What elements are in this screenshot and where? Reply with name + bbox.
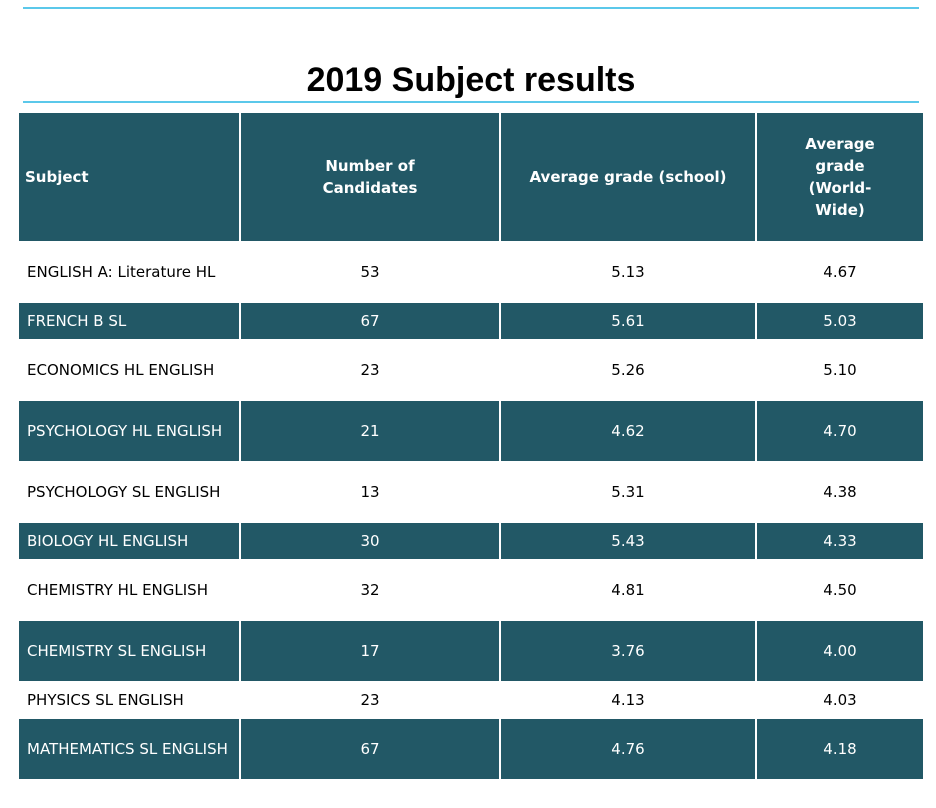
cell-avg-world: 4.50 (823, 581, 857, 599)
cell-avg-world: 4.67 (823, 263, 857, 281)
table-row: ENGLISH A: Literature HL 53 5.13 4.67 (19, 242, 923, 302)
cell-candidates: 21 (241, 401, 499, 461)
cell-avg-school: 5.61 (501, 303, 755, 339)
cell-avg-world: 4.18 (757, 719, 923, 779)
cell-subject: BIOLOGY HL ENGLISH (19, 523, 239, 559)
cell-subject: ENGLISH A: Literature HL (27, 263, 216, 281)
cell-candidates: 67 (241, 303, 499, 339)
cell-subject: PHYSICS SL ENGLISH (27, 691, 184, 709)
subject-results-table: Subject Number of Candidates Average gra… (17, 112, 925, 780)
table-row: CHEMISTRY HL ENGLISH 32 4.81 4.50 (19, 560, 923, 620)
cell-candidates: 67 (241, 719, 499, 779)
cell-candidates: 32 (360, 581, 380, 599)
cell-candidates: 17 (241, 621, 499, 681)
cell-avg-school: 5.31 (611, 483, 645, 501)
cell-avg-world: 5.03 (757, 303, 923, 339)
title-divider (23, 101, 919, 103)
cell-subject: MATHEMATICS SL ENGLISH (19, 719, 239, 779)
cell-avg-world: 4.33 (757, 523, 923, 559)
cell-avg-world: 4.70 (757, 401, 923, 461)
cell-subject: PSYCHOLOGY HL ENGLISH (19, 401, 239, 461)
header-row: Subject Number of Candidates Average gra… (19, 113, 923, 241)
cell-avg-school: 4.81 (611, 581, 645, 599)
table-row: BIOLOGY HL ENGLISH 30 5.43 4.33 (19, 523, 923, 559)
cell-avg-school: 4.13 (611, 691, 645, 709)
cell-subject: CHEMISTRY HL ENGLISH (27, 581, 208, 599)
cell-avg-school: 5.13 (611, 263, 645, 281)
cell-avg-school: 5.26 (611, 361, 645, 379)
cell-subject: CHEMISTRY SL ENGLISH (19, 621, 239, 681)
cell-avg-school: 3.76 (501, 621, 755, 681)
cell-avg-world: 4.03 (823, 691, 857, 709)
table-row: ECONOMICS HL ENGLISH 23 5.26 5.10 (19, 340, 923, 400)
table-row: PSYCHOLOGY HL ENGLISH 21 4.62 4.70 (19, 401, 923, 461)
cell-avg-world: 4.38 (823, 483, 857, 501)
cell-candidates: 53 (360, 263, 380, 281)
header-candidates: Number of Candidates (241, 113, 499, 241)
table-row: FRENCH B SL 67 5.61 5.03 (19, 303, 923, 339)
cell-avg-world: 4.00 (757, 621, 923, 681)
table-row: PHYSICS SL ENGLISH 23 4.13 4.03 (19, 682, 923, 718)
cell-avg-school: 5.43 (501, 523, 755, 559)
cell-avg-school: 4.62 (501, 401, 755, 461)
top-divider (23, 7, 919, 9)
table-row: MATHEMATICS SL ENGLISH 67 4.76 4.18 (19, 719, 923, 779)
cell-candidates: 23 (360, 361, 380, 379)
cell-subject: ECONOMICS HL ENGLISH (27, 361, 215, 379)
table-row: CHEMISTRY SL ENGLISH 17 3.76 4.00 (19, 621, 923, 681)
cell-candidates: 23 (360, 691, 380, 709)
cell-candidates: 13 (360, 483, 380, 501)
cell-candidates: 30 (241, 523, 499, 559)
cell-avg-school: 4.76 (501, 719, 755, 779)
cell-avg-world: 5.10 (823, 361, 857, 379)
page-title: 2019 Subject results (306, 61, 636, 99)
header-subject: Subject (19, 113, 239, 241)
table-row: PSYCHOLOGY SL ENGLISH 13 5.31 4.38 (19, 462, 923, 522)
header-avg-school: Average grade (school) (501, 113, 755, 241)
header-avg-world: Average grade (World-Wide) (757, 113, 923, 241)
cell-subject: FRENCH B SL (19, 303, 239, 339)
cell-subject: PSYCHOLOGY SL ENGLISH (27, 483, 221, 501)
